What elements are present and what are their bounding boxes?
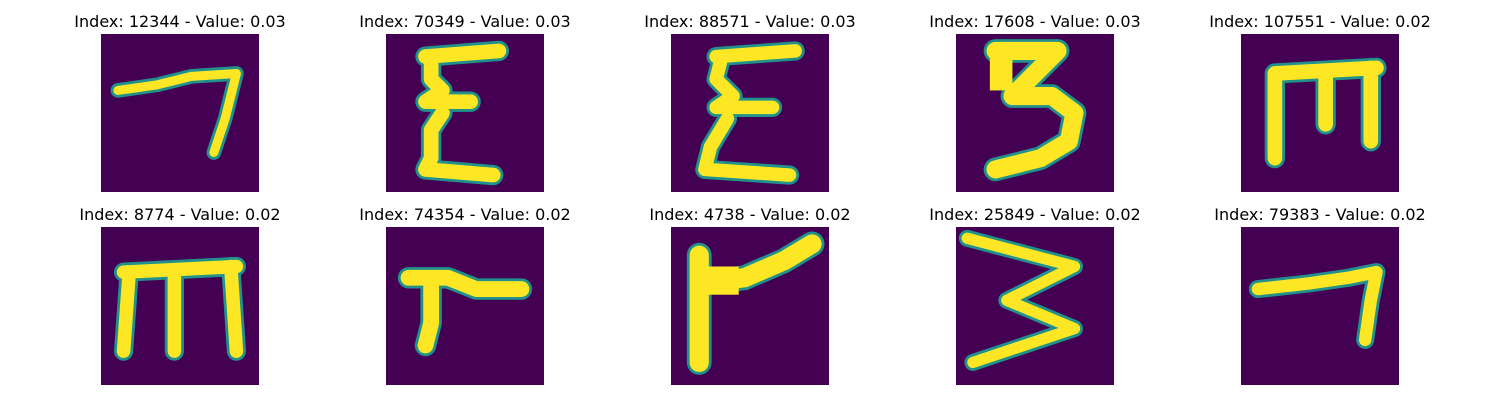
digit-image xyxy=(1241,227,1399,385)
panel-title: Index: 4738 - Value: 0.02 xyxy=(649,205,851,224)
panel-title: Index: 8774 - Value: 0.02 xyxy=(79,205,281,224)
panel-title: Index: 88571 - Value: 0.03 xyxy=(644,12,856,31)
panel-title: Index: 79383 - Value: 0.02 xyxy=(1214,205,1426,224)
digit-image xyxy=(956,34,1114,192)
panel-title: Index: 74354 - Value: 0.02 xyxy=(359,205,571,224)
panel-title: Index: 25849 - Value: 0.02 xyxy=(929,205,1141,224)
panel-title: Index: 17608 - Value: 0.03 xyxy=(929,12,1141,31)
digit-image xyxy=(101,227,259,385)
digit-image xyxy=(956,227,1114,385)
glyph-epsilon-like xyxy=(695,41,805,185)
glyph-epsilon-like xyxy=(415,40,510,186)
digit-image xyxy=(386,227,544,385)
digit-image xyxy=(101,34,259,192)
panel-title: Index: 70349 - Value: 0.03 xyxy=(359,12,571,31)
glyph-m-like xyxy=(113,256,247,361)
glyph-r-like xyxy=(397,267,533,357)
digit-image xyxy=(671,34,829,192)
glyph-seven-like xyxy=(1248,263,1386,349)
panel-title: Index: 107551 - Value: 0.02 xyxy=(1209,12,1431,31)
panel-title: Index: 12344 - Value: 0.03 xyxy=(74,12,286,31)
glyph-three xyxy=(983,39,1087,182)
glyph-three-like xyxy=(958,229,1083,371)
digit-image xyxy=(671,227,829,385)
glyph-m-like xyxy=(1264,57,1387,169)
digit-image xyxy=(386,34,544,192)
glyph-seven-like xyxy=(110,66,244,160)
glyph-r-like xyxy=(686,231,825,375)
digit-image xyxy=(1241,34,1399,192)
